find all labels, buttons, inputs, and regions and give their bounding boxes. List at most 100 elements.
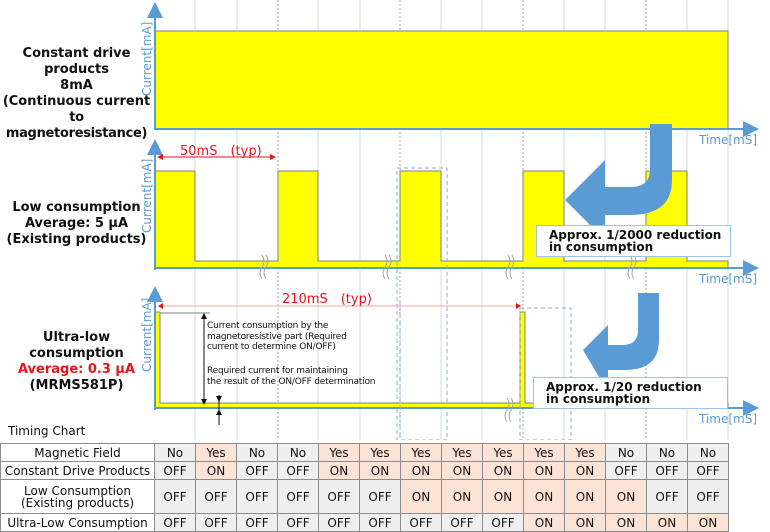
low-consumption-pulses [154,170,729,269]
label-line: Low consumption [12,200,141,215]
x-axis-label-ultra: Time[mS] [699,412,758,426]
cell: No [605,443,647,462]
cell: OFF [687,461,729,480]
callout-line: Approx. 1/20 reduction [546,380,702,394]
y-axis-label-constant: Current[mA] [140,21,154,96]
ultra-low-consumption-label: Ultra-low consumption Average: 0.3 µA (M… [0,330,153,394]
cell: OFF [605,461,647,480]
row-header-line: (Existing products) [20,495,135,510]
label-line: 8mA [60,78,93,93]
annotation-line: the result of the ON/OFF determination [207,376,376,387]
annotation-magnetoresistive-current: Current consumption by the magnetoresist… [207,321,347,353]
cell: OFF [277,479,319,514]
cell: Yes [482,443,524,462]
label-line: (Continuous current [2,94,151,109]
cell: ON [441,461,483,480]
annotation-line: magnetoresistive part (Required [207,331,347,342]
cell: OFF [646,479,688,514]
cell: ON [523,461,565,480]
low-consumption-label: Low consumption Average: 5 µA (Existing … [0,200,153,248]
cell: ON [400,479,442,514]
cell: No [277,443,319,462]
cell: OFF [359,479,401,514]
cell: OFF [236,461,278,480]
cell: Yes [318,443,360,462]
reduction-arrow-2-icon [583,293,659,392]
cell: OFF [441,513,483,532]
cell: No [154,443,196,462]
label-line: Constant drive [22,46,131,61]
callout-line: Approx. 1/2000 reduction [549,228,722,242]
cell: OFF [195,479,237,514]
timing-chart-title: Timing Chart [8,424,86,438]
cell: ON [646,513,688,532]
cell: OFF [195,513,237,532]
reduction-callout-20: Approx. 1/20 reduction in consumption [533,377,728,409]
x-axis-label-constant: Time[mS] [699,133,758,147]
cell: OFF [154,461,196,480]
cell: ON [318,461,360,480]
label-line: products [44,62,109,77]
callout-line: in consumption [549,240,654,254]
cell: OFF [646,461,688,480]
cell: ON [564,513,606,532]
cell: ON [482,479,524,514]
cell: Yes [441,443,483,462]
cell: OFF [359,513,401,532]
table-row-ultra-low: Ultra-Low Consumption OFF OFF OFF OFF OF… [0,513,729,532]
constant-current-block [154,30,729,130]
label-line: Ultra-low [42,330,111,345]
cell: Yes [195,443,237,462]
row-header-line: Low Consumption [24,483,131,498]
cell: ON [564,461,606,480]
annotation-line: Current consumption by the [207,321,329,331]
table-row-constant-drive: Constant Drive Products OFF ON OFF OFF O… [0,461,729,480]
annotation-line: current to determine ON/OFF) [207,342,336,352]
cell: OFF [400,513,442,532]
table-row-magnetic-field: Magnetic Field No Yes No No Yes Yes Yes … [0,443,729,462]
timing-chart-table: Magnetic Field No Yes No No Yes Yes Yes … [0,443,729,532]
period-50ms-label: 50mS (typ) [180,144,262,159]
cell: OFF [236,479,278,514]
annotation-holding-current: Required current for maintaining the res… [207,366,375,387]
cell: OFF [482,513,524,532]
cell: ON [523,479,565,514]
cell: Yes [523,443,565,462]
label-line: Average: 5 µA [24,216,129,231]
cell: OFF [687,479,729,514]
cell: ON [605,513,647,532]
y-axis-label-low: Current[mA] [140,158,154,233]
cell: ON [687,513,729,532]
cell: ON [605,479,647,514]
row-header: Ultra-Low Consumption [0,513,155,532]
label-line: (Existing products) [6,232,147,247]
annotation-line: Required current for maintaining [207,366,348,376]
label-line: (MRMS581P) [29,378,124,393]
cell: No [646,443,688,462]
cell: ON [400,461,442,480]
cell: OFF [277,513,319,532]
cell: Yes [400,443,442,462]
label-line: consumption [29,346,124,361]
cell: Yes [359,443,401,462]
cell: ON [195,461,237,480]
cell: OFF [318,513,360,532]
callout-line: in consumption [546,392,651,406]
cell: OFF [236,513,278,532]
break-marks [259,254,637,280]
label-line: to magnetoresistance) [5,110,148,141]
cell: OFF [154,513,196,532]
row-header: Magnetic Field [0,443,155,462]
x-axis-label-low: Time[mS] [699,272,758,286]
y-axis-label-ultra: Current[mA] [140,297,154,372]
reduction-callout-2000: Approx. 1/2000 reduction in consumption [536,225,731,257]
average-highlight: Average: 0.3 µA [17,362,136,377]
cell: OFF [277,461,319,480]
table-row-low-consumption: Low Consumption (Existing products) OFF … [0,479,729,514]
cell: OFF [154,479,196,514]
cell: No [236,443,278,462]
cell: ON [482,461,524,480]
row-header: Low Consumption (Existing products) [0,479,155,514]
row-header: Constant Drive Products [0,461,155,480]
period-210ms-label: 210mS (typ) [282,292,372,307]
